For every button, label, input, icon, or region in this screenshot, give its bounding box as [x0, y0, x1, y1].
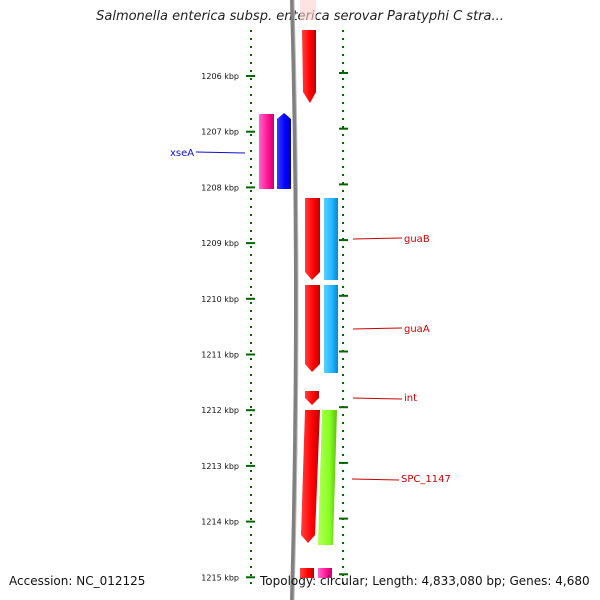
- xsea-connector: [195, 151, 246, 154]
- ruler-label: 1208 kbp: [201, 183, 239, 192]
- guaa-connector: [352, 327, 403, 330]
- cds-int-red: [305, 391, 319, 405]
- gene-label-guaa: guaA: [404, 324, 430, 335]
- spc1147-connector: [351, 478, 400, 481]
- ruler-ticks: [246, 72, 348, 579]
- ruler-label: 1210 kbp: [201, 295, 239, 304]
- int-connector: [352, 397, 403, 400]
- ruler-label: 1212 kbp: [201, 406, 239, 415]
- gene-label-lines: [195, 151, 403, 481]
- cds-guab-cyan: [324, 198, 338, 280]
- genome-summary-text: Topology: circular; Length: 4,833,080 bp…: [260, 574, 590, 588]
- ruler-label: 1209 kbp: [201, 239, 239, 248]
- cds-guab-red: [305, 198, 320, 280]
- cds-bottom-red: [300, 568, 314, 578]
- accession-text: Accession: NC_012125: [9, 574, 146, 588]
- cds-spc1147-green: [318, 410, 337, 545]
- ruler-label: 1214 kbp: [201, 518, 239, 527]
- genome-backbone: [290, 0, 298, 600]
- gene-label-xsea: xseA: [170, 148, 194, 159]
- ruler-labels: 1206 kbp 1207 kbp 1208 kbp 1209 kbp 1210 kbp…: [201, 72, 239, 582]
- cds-guaa-red: [305, 285, 320, 372]
- cds-guaa-cyan: [324, 285, 338, 373]
- cds-top-red: [302, 30, 316, 103]
- genome-backbone-highlight: [293, 0, 299, 600]
- ruler-label: 1206 kbp: [201, 72, 239, 81]
- ruler-label: 1207 kbp: [201, 128, 239, 137]
- cds-xsea-blue: [277, 113, 291, 189]
- ruler-label: 1215 kbp: [201, 573, 239, 582]
- track-shade-top: [300, 0, 316, 20]
- ruler-label: 1213 kbp: [201, 462, 239, 471]
- cds-bottom-pink: [318, 568, 332, 578]
- cds-xsea-pink: [259, 114, 274, 189]
- features: [259, 30, 338, 578]
- gene-label-int: int: [404, 393, 417, 404]
- cds-spc1147-red: [301, 410, 320, 543]
- guab-connector: [352, 237, 403, 240]
- gene-label-guab: guaB: [404, 234, 430, 245]
- ruler-label: 1211 kbp: [201, 351, 239, 360]
- gene-label-spc1147: SPC_1147: [401, 474, 451, 485]
